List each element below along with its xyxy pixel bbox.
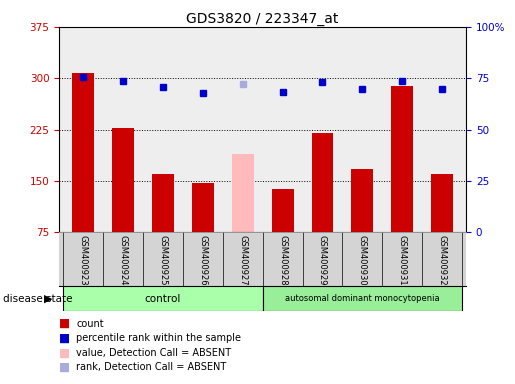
Text: ■: ■ <box>59 361 71 374</box>
Text: GSM400931: GSM400931 <box>398 235 407 286</box>
Bar <box>263 286 462 311</box>
Bar <box>232 154 254 232</box>
Bar <box>271 189 294 232</box>
Bar <box>351 169 373 232</box>
Text: ■: ■ <box>59 317 71 330</box>
Text: GSM400925: GSM400925 <box>159 235 167 286</box>
Text: percentile rank within the sample: percentile rank within the sample <box>76 333 241 343</box>
Text: GSM400927: GSM400927 <box>238 235 247 286</box>
Bar <box>312 133 333 232</box>
Text: GSM400930: GSM400930 <box>358 235 367 286</box>
Text: GSM400923: GSM400923 <box>79 235 88 286</box>
Title: GDS3820 / 223347_at: GDS3820 / 223347_at <box>186 12 339 26</box>
Text: GSM400929: GSM400929 <box>318 235 327 286</box>
Text: GSM400926: GSM400926 <box>198 235 208 286</box>
Bar <box>391 86 413 232</box>
Bar <box>431 174 453 232</box>
Text: GSM400932: GSM400932 <box>438 235 447 286</box>
Bar <box>112 127 134 232</box>
Bar <box>152 174 174 232</box>
Text: value, Detection Call = ABSENT: value, Detection Call = ABSENT <box>76 348 231 358</box>
Text: disease state: disease state <box>3 294 72 304</box>
Text: ■: ■ <box>59 346 71 359</box>
Text: control: control <box>145 293 181 304</box>
Text: GSM400924: GSM400924 <box>118 235 128 286</box>
Text: autosomal dominant monocytopenia: autosomal dominant monocytopenia <box>285 294 440 303</box>
Text: ▶: ▶ <box>44 294 53 304</box>
Bar <box>63 286 263 311</box>
Bar <box>72 73 94 232</box>
Bar <box>192 183 214 232</box>
Text: ■: ■ <box>59 332 71 345</box>
Text: rank, Detection Call = ABSENT: rank, Detection Call = ABSENT <box>76 362 227 372</box>
Text: count: count <box>76 319 104 329</box>
Text: GSM400928: GSM400928 <box>278 235 287 286</box>
